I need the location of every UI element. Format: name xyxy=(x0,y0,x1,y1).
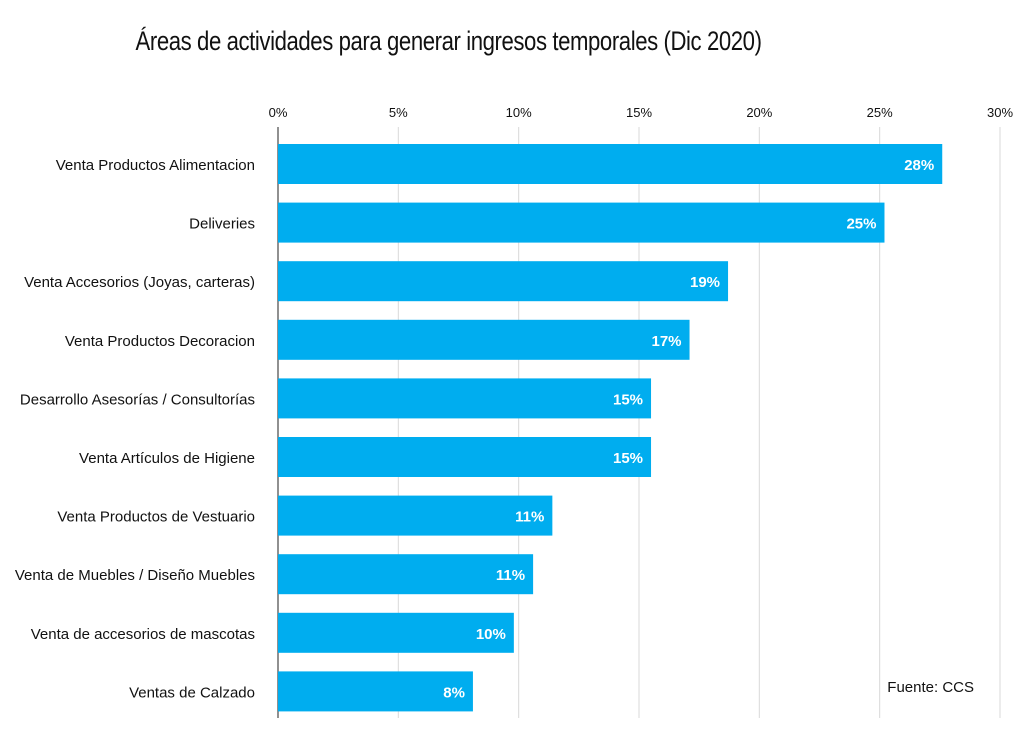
bar xyxy=(278,319,690,360)
data-label: 15% xyxy=(613,450,643,467)
category-label: Venta Productos Decoracion xyxy=(65,333,255,350)
category-label: Venta Artículos de Higiene xyxy=(79,450,255,467)
bar xyxy=(278,554,534,595)
data-label: 8% xyxy=(443,684,465,701)
data-label: 11% xyxy=(496,567,525,584)
bar xyxy=(278,437,652,477)
data-label: 28% xyxy=(904,157,934,174)
x-tick-label: 20% xyxy=(746,105,772,120)
x-tick-label: 5% xyxy=(389,105,408,120)
data-label: 11% xyxy=(515,509,544,526)
category-label: Ventas de Calzado xyxy=(129,684,255,701)
bar xyxy=(278,202,885,243)
category-label: Desarrollo Asesorías / Consultorías xyxy=(20,391,255,408)
category-label: Venta de Muebles / Diseño Muebles xyxy=(15,567,255,584)
data-label: 17% xyxy=(652,333,682,350)
x-tick-label: 0% xyxy=(269,105,288,120)
bar xyxy=(278,671,473,712)
bar xyxy=(278,495,553,536)
category-label: Venta Productos de Vestuario xyxy=(57,509,255,526)
bar xyxy=(278,612,514,653)
x-tick-label: 30% xyxy=(987,105,1013,120)
category-label: Venta de accesorios de mascotas xyxy=(31,626,255,643)
source-note: Fuente: CCS xyxy=(887,679,974,696)
data-label: 10% xyxy=(476,626,506,643)
bar xyxy=(278,378,652,419)
bar xyxy=(278,261,729,302)
category-label: Deliveries xyxy=(189,216,255,233)
data-label: 15% xyxy=(613,391,643,408)
data-label: 25% xyxy=(846,216,876,233)
bar xyxy=(278,144,943,184)
category-label: Venta Productos Alimentacion xyxy=(56,157,255,174)
category-label: Venta Accesorios (Joyas, carteras) xyxy=(24,274,255,291)
data-label: 19% xyxy=(690,274,720,291)
x-tick-label: 15% xyxy=(626,105,652,120)
x-tick-label: 25% xyxy=(867,105,893,120)
x-tick-label: 10% xyxy=(506,105,532,120)
chart-title: Áreas de actividades para generar ingres… xyxy=(135,26,762,56)
